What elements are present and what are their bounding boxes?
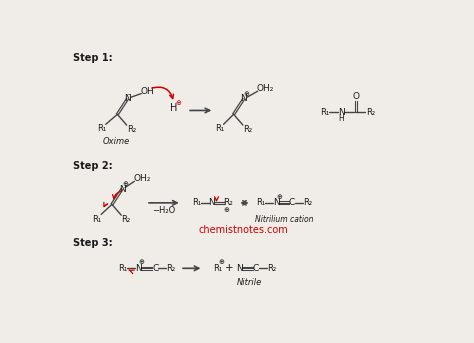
Text: O: O xyxy=(353,92,360,101)
Text: R₂: R₂ xyxy=(127,125,136,134)
Text: N: N xyxy=(240,94,247,103)
Text: R₁: R₁ xyxy=(215,125,224,133)
Text: ⊕: ⊕ xyxy=(276,194,283,200)
Text: Nitrile: Nitrile xyxy=(237,278,263,287)
Text: H: H xyxy=(170,103,178,113)
Text: ⊕: ⊕ xyxy=(122,181,128,187)
Text: Nitrilium cation: Nitrilium cation xyxy=(255,215,313,224)
Text: R₁: R₁ xyxy=(213,264,222,273)
Text: R₁: R₁ xyxy=(256,198,265,208)
Text: R₂: R₂ xyxy=(267,264,276,273)
Text: ⊕: ⊕ xyxy=(219,259,224,265)
Text: N: N xyxy=(273,198,280,208)
Text: N: N xyxy=(209,198,215,208)
Text: R₁: R₁ xyxy=(92,214,101,224)
Text: C: C xyxy=(253,264,259,273)
Text: Step 1:: Step 1: xyxy=(73,53,113,63)
Text: ⊕: ⊕ xyxy=(138,259,145,265)
Text: R₁: R₁ xyxy=(97,125,107,133)
Text: N: N xyxy=(236,264,242,273)
Text: R₂: R₂ xyxy=(243,125,252,134)
Text: H: H xyxy=(338,115,344,123)
Text: R₁: R₁ xyxy=(319,107,329,117)
Text: ⊕: ⊕ xyxy=(223,207,229,213)
Text: C: C xyxy=(289,198,295,208)
Text: R₂: R₂ xyxy=(121,215,130,224)
Text: OH₂: OH₂ xyxy=(257,84,274,93)
Text: R₂: R₂ xyxy=(166,264,175,273)
Text: −H₂O: −H₂O xyxy=(152,206,175,215)
Text: Oxime: Oxime xyxy=(102,137,129,146)
Text: Step 2:: Step 2: xyxy=(73,161,113,171)
Text: N: N xyxy=(338,107,345,117)
Text: N: N xyxy=(118,185,126,193)
Text: chemistnotes.com: chemistnotes.com xyxy=(198,225,288,235)
Text: OH₂: OH₂ xyxy=(134,175,151,184)
Text: ⊕: ⊕ xyxy=(244,91,250,96)
Text: ··: ·· xyxy=(126,92,130,98)
Text: R₂: R₂ xyxy=(366,107,375,117)
Text: R₁: R₁ xyxy=(192,198,201,208)
Text: R₁: R₁ xyxy=(118,264,128,273)
Text: Step 3:: Step 3: xyxy=(73,238,113,248)
Text: R₂: R₂ xyxy=(223,198,233,208)
Text: +: + xyxy=(226,263,234,273)
Text: N: N xyxy=(135,264,142,273)
Text: R₂: R₂ xyxy=(303,198,312,208)
Text: OH: OH xyxy=(141,87,155,96)
Text: C: C xyxy=(152,264,158,273)
Text: N: N xyxy=(124,94,131,103)
Text: ⊕: ⊕ xyxy=(175,100,181,106)
